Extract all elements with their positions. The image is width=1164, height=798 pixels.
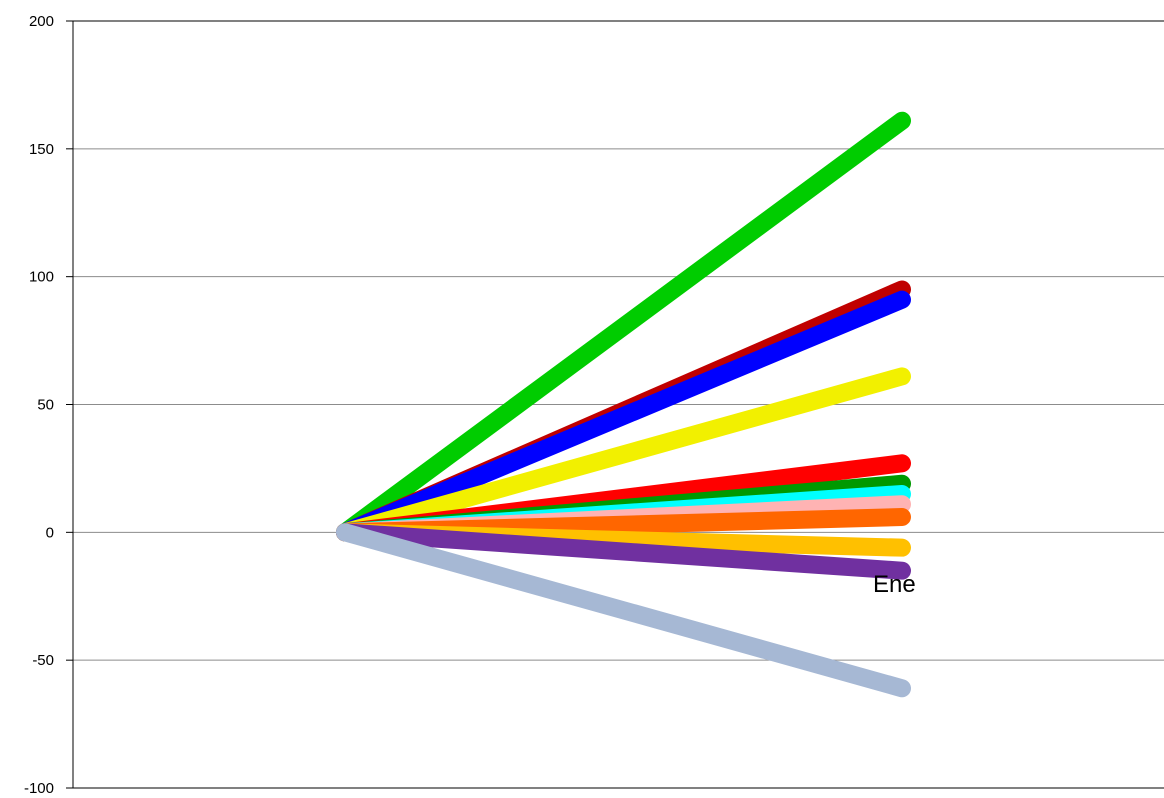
y-tick-label-3: 50 [37,397,54,414]
y-tick-label-2: 100 [29,269,54,286]
series-line-2 [336,290,911,542]
y-tick-label-6: -100 [24,780,54,797]
y-tick-label-5: -50 [32,652,54,669]
series-line-0 [336,111,911,542]
series-line-3 [336,367,911,542]
y-tick-labels: 200 150 100 50 0 -50 -100 [24,13,54,797]
y-tick-label-0: 200 [29,13,54,30]
series-line-10 [336,523,911,580]
series-line-11 [336,523,911,698]
series-lines [336,111,911,698]
annotation-label: Ene [873,571,916,598]
y-tick-label-1: 150 [29,141,54,158]
y-tick-label-4: 0 [46,524,54,541]
axes [66,20,74,789]
